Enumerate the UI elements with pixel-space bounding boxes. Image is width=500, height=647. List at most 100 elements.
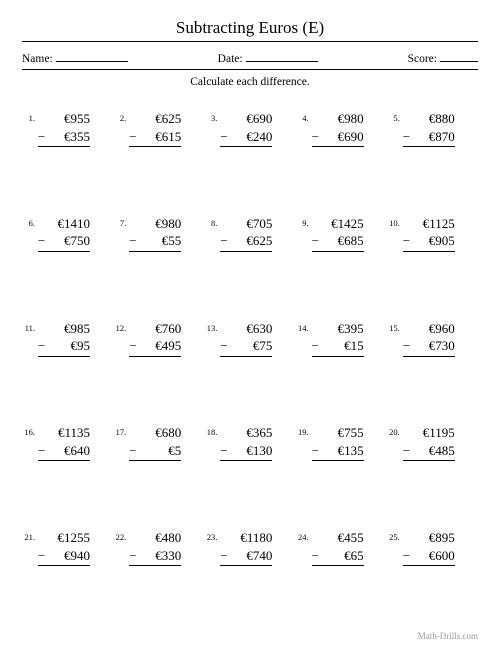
problem: 21.€1255− €940 [22,523,113,628]
subtrahend-value: €5 [165,443,181,458]
problem: 13.€630− €75 [204,314,295,419]
minuend: €1255 [38,529,90,547]
minus-sign: − [403,128,410,146]
score-line[interactable] [440,50,478,62]
subtrahend-value: €615 [152,129,181,144]
subtrahend: − €640 [38,442,90,462]
problem-number: 23. [206,529,220,542]
subtrahend: − €690 [312,128,364,148]
title-rule [22,41,478,42]
problem: 15.€960− €730 [387,314,478,419]
subtrahend: − €75 [220,337,272,357]
minuend: €480 [129,529,181,547]
problem-number: 2. [115,110,129,123]
minuend: €985 [38,320,90,338]
problem-number: 11. [24,320,38,333]
score-label: Score: [408,53,437,65]
minus-sign: − [220,547,227,565]
problem: 17.€680− €5 [113,418,204,523]
problem-number: 20. [389,424,403,437]
name-line[interactable] [56,50,128,62]
minuend: €1180 [220,529,272,547]
minus-sign: − [403,442,410,460]
minuend: €980 [312,110,364,128]
problem-stack: €955− €355 [38,110,90,147]
problem-stack: €1425− €685 [312,215,364,252]
problem-stack: €480− €330 [129,529,181,566]
problem-number: 6. [24,215,38,228]
minus-sign: − [312,128,319,146]
minus-sign: − [38,337,45,355]
subtrahend: − €330 [129,547,181,567]
minus-sign: − [129,547,136,565]
subtrahend-value: €485 [426,443,455,458]
problem-number: 25. [389,529,403,542]
problem: 11.€985− €95 [22,314,113,419]
minuend: €630 [220,320,272,338]
date-line[interactable] [246,50,318,62]
subtrahend-value: €690 [334,129,363,144]
minus-sign: − [38,547,45,565]
subtrahend: − €355 [38,128,90,148]
subtrahend-value: €740 [243,548,272,563]
subtrahend: − €130 [220,442,272,462]
minuend: €880 [403,110,455,128]
problem-number: 17. [115,424,129,437]
problem-stack: €755− €135 [312,424,364,461]
subtrahend: − €485 [403,442,455,462]
minuend: €1425 [312,215,364,233]
problem: 22.€480− €330 [113,523,204,628]
problem: 20.€1195− €485 [387,418,478,523]
problem-number: 1. [24,110,38,123]
meta-rule [22,69,478,70]
meta-row: Name: Date: Score: [22,50,478,65]
problem: 3.€690− €240 [204,104,295,209]
problem-stack: €980− €55 [129,215,181,252]
minuend: €960 [403,320,455,338]
minus-sign: − [220,442,227,460]
problem-stack: €395− €15 [312,320,364,357]
minus-sign: − [312,442,319,460]
minuend: €625 [129,110,181,128]
minuend: €755 [312,424,364,442]
minuend: €955 [38,110,90,128]
subtrahend: − €95 [38,337,90,357]
minus-sign: − [38,232,45,250]
minus-sign: − [129,442,136,460]
subtrahend-value: €75 [250,338,273,353]
problem: 12.€760− €495 [113,314,204,419]
problem-number: 22. [115,529,129,542]
problem-number: 24. [298,529,312,542]
instructions: Calculate each difference. [22,76,478,88]
problem-number: 15. [389,320,403,333]
problem-stack: €630− €75 [220,320,272,357]
name-field: Name: [22,50,128,65]
problem: 24.€455− €65 [296,523,387,628]
problem-stack: €705− €625 [220,215,272,252]
minuend: €690 [220,110,272,128]
problem: 8.€705− €625 [204,209,295,314]
problem: 18.€365− €130 [204,418,295,523]
minus-sign: − [403,232,410,250]
subtrahend: − €625 [220,232,272,252]
subtrahend-value: €330 [152,548,181,563]
minuend: €395 [312,320,364,338]
date-label: Date: [218,53,243,65]
minus-sign: − [312,547,319,565]
minus-sign: − [38,442,45,460]
minus-sign: − [220,232,227,250]
problem-number: 21. [24,529,38,542]
problem-number: 5. [389,110,403,123]
minus-sign: − [220,128,227,146]
problem-stack: €1180− €740 [220,529,272,566]
minus-sign: − [38,128,45,146]
problem-number: 8. [206,215,220,228]
subtrahend: − €940 [38,547,90,567]
problem-stack: €1410− €750 [38,215,90,252]
problem-stack: €1195− €485 [403,424,455,461]
subtrahend-value: €730 [426,338,455,353]
minuend: €1195 [403,424,455,442]
problem: 10.€1125− €905 [387,209,478,314]
page-title: Subtracting Euros (E) [22,18,478,38]
problem-stack: €455− €65 [312,529,364,566]
